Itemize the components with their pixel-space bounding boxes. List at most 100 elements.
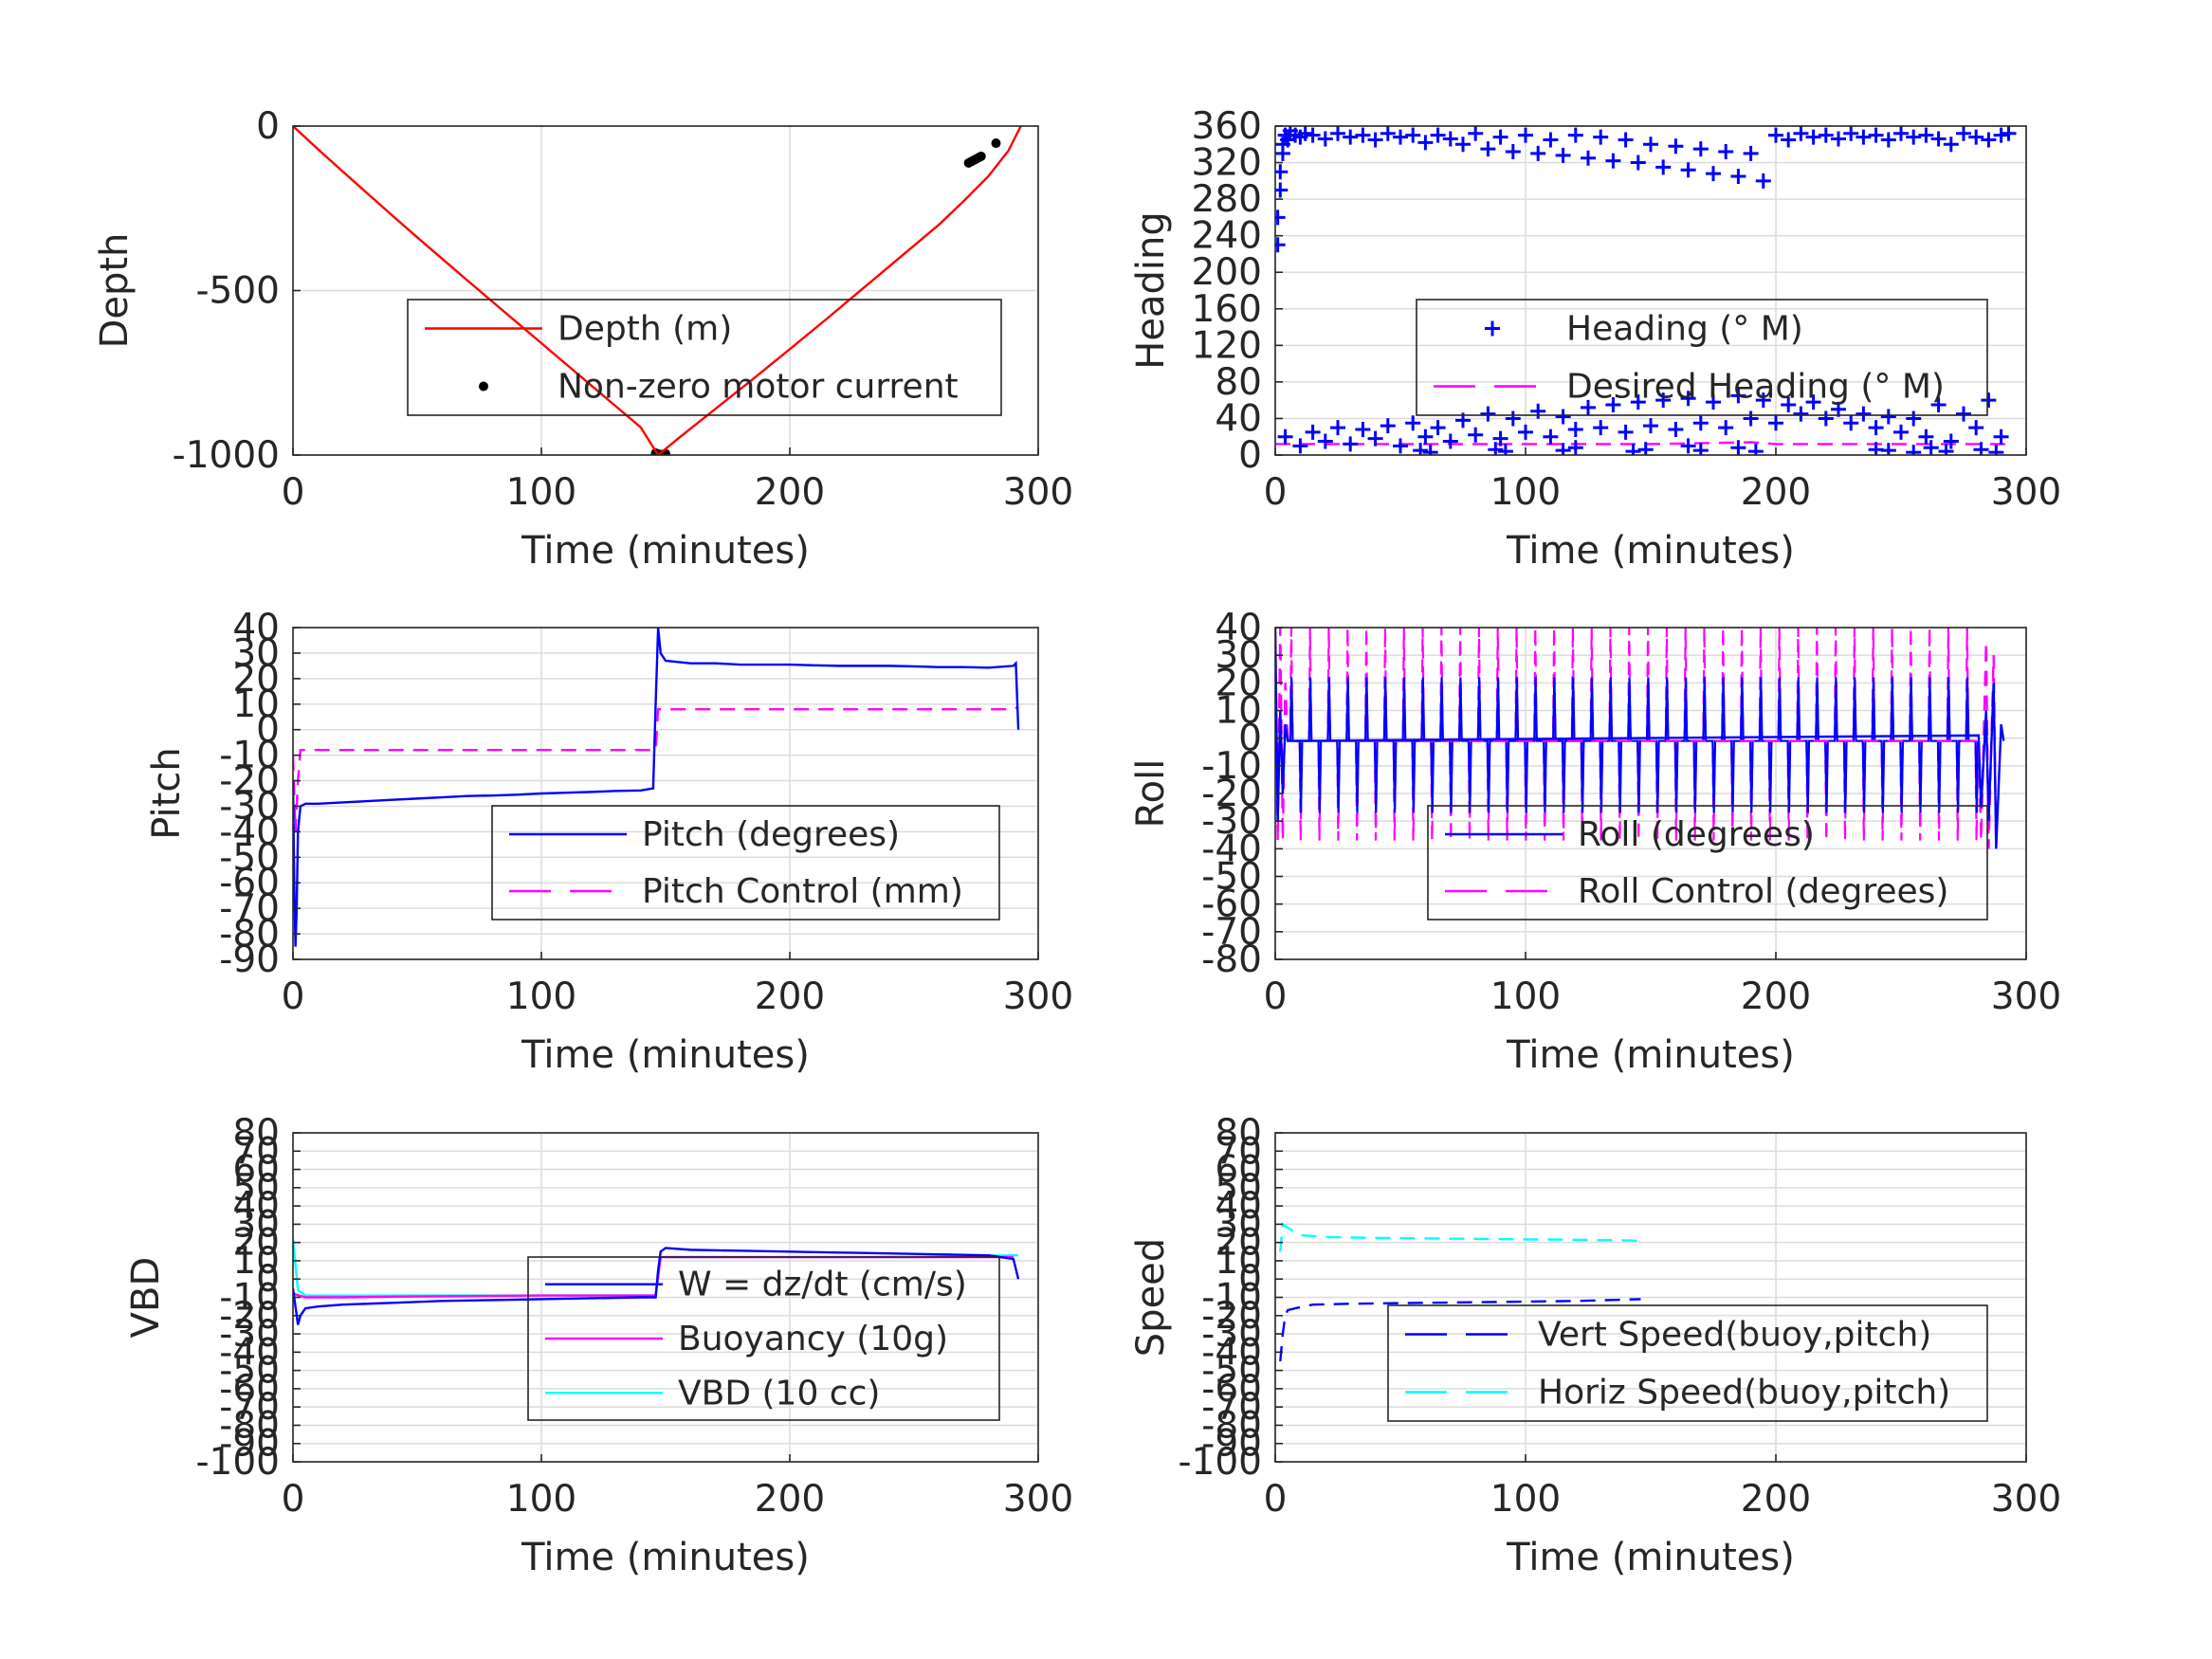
plot-area <box>1275 126 2017 455</box>
y-tick-label: -30 <box>1201 1313 1262 1356</box>
legend-label: Non-zero motor current <box>558 368 959 407</box>
data-point <box>1405 415 1421 431</box>
data-point <box>1355 127 1371 143</box>
data-point <box>1856 406 1872 422</box>
y-tick-label: 30 <box>1215 634 1262 677</box>
legend-label: Buoyancy (10g) <box>678 1320 948 1358</box>
data-point <box>1880 443 1896 455</box>
data-point <box>1743 410 1759 427</box>
legend-label: Heading (° M) <box>1566 310 1803 349</box>
y-tick-label: 20 <box>1215 662 1262 704</box>
y-tick-label: -50 <box>1201 1350 1262 1393</box>
x-axis-label: Time (minutes) <box>1506 529 1795 573</box>
y-tick-label: -100 <box>195 1441 280 1484</box>
y-tick-label: -500 <box>195 270 280 313</box>
data-point <box>1555 409 1571 425</box>
y-tick-label: -60 <box>1201 884 1262 926</box>
y-tick-label: 40 <box>1215 1185 1262 1228</box>
data-point <box>1988 445 2004 455</box>
y-tick-label: 50 <box>232 1167 280 1210</box>
data-point <box>1668 422 1684 438</box>
subplot-roll: 0 100 200 300-80-70-60-50-40-30-20-10010203… <box>1129 607 2061 1077</box>
y-tick-label: 40 <box>1215 397 1262 440</box>
data-point <box>1343 436 1359 452</box>
data-point <box>1755 392 1771 409</box>
data-point <box>1468 126 1484 141</box>
y-tick-label: 0 <box>256 709 280 752</box>
data-point <box>1968 420 1984 436</box>
y-tick-label: 160 <box>1192 288 1262 331</box>
subplot-depth: 0 100 200 300 -1000 -500 0 Time (minutes) Depth D… <box>93 105 1073 573</box>
data-point <box>1480 406 1496 422</box>
data-point <box>1305 127 1321 143</box>
data-point <box>1956 126 1971 141</box>
y-tick-label: 40 <box>232 1185 280 1228</box>
data-point <box>1868 127 1884 143</box>
data-point <box>1468 427 1484 443</box>
legend-label: VBD (10 cc) <box>678 1374 880 1413</box>
data-point <box>1530 145 1546 161</box>
data-point <box>1492 430 1508 447</box>
subplot-speed: 0 100 200 300-100-90-80-70-60-50-40-30-20-1… <box>1129 1112 2061 1579</box>
x-tick-label: 100 <box>506 1478 576 1521</box>
y-axis-label: Pitch <box>145 747 189 839</box>
legend: Depth (m) Non-zero motor current <box>407 299 1002 416</box>
x-tick-label: 0 <box>1264 471 1288 514</box>
roll-series <box>1289 677 1980 813</box>
x-tick-label: 300 <box>1991 471 2061 514</box>
x-tick-label: 100 <box>506 975 576 1018</box>
data-point <box>1405 127 1421 143</box>
axes-background <box>1275 126 2026 455</box>
plot-area <box>1279 1222 1641 1362</box>
y-tick-label: 10 <box>1215 1240 1262 1283</box>
x-tick-label: 0 <box>282 1478 305 1521</box>
x-axis-label: Time (minutes) <box>1506 1033 1795 1077</box>
x-tick-label: 300 <box>1991 1478 2061 1521</box>
y-tick-label: 10 <box>232 684 280 726</box>
data-point <box>1305 424 1321 440</box>
data-point <box>1497 444 1513 455</box>
y-tick-label: 80 <box>1215 1112 1262 1155</box>
data-point <box>1668 138 1684 155</box>
data-point <box>1567 422 1583 438</box>
y-tick-label: -70 <box>219 887 280 930</box>
y-tick-label: -10 <box>1201 745 1262 788</box>
y-tick-label: -80 <box>219 913 280 956</box>
data-point <box>1743 145 1759 161</box>
x-axis-label: Time (minutes) <box>521 1033 810 1077</box>
data-point <box>1618 132 1634 148</box>
y-tick-label: -90 <box>219 939 280 981</box>
y-tick-label: -80 <box>219 1404 280 1447</box>
y-tick-label: 0 <box>1238 718 1262 760</box>
data-point <box>1277 428 1293 445</box>
data-point <box>1330 420 1345 436</box>
data-point <box>1781 132 1797 148</box>
data-point <box>1505 143 1521 159</box>
data-point <box>1530 403 1546 419</box>
y-tick-label: 320 <box>1192 142 1262 185</box>
x-tick-label: 100 <box>1490 1478 1561 1521</box>
y-axis-label: VBD <box>124 1257 168 1339</box>
data-point <box>1906 445 1922 455</box>
series-vert-speed-buoy-pitch- <box>1279 1298 1641 1362</box>
y-tick-label: -60 <box>219 862 280 904</box>
legend-label: W = dz/dt (cm/s) <box>678 1266 967 1304</box>
series-pitch-degrees- <box>293 628 1020 947</box>
y-tick-label: -20 <box>1201 1295 1262 1338</box>
plot-area <box>293 126 1022 455</box>
data-point <box>1680 162 1696 178</box>
data-point <box>1793 406 1809 422</box>
series-depth-m- <box>293 126 1022 455</box>
data-point <box>1367 430 1383 447</box>
data-point <box>1938 444 1954 455</box>
y-tick-label: 30 <box>232 1203 280 1246</box>
data-point <box>1981 392 1997 409</box>
legend: Roll (degrees) Roll Control (degrees) <box>1427 805 1988 921</box>
data-point <box>1480 141 1496 157</box>
data-point <box>1856 129 1872 145</box>
legend-label: Roll (degrees) <box>1578 815 1815 854</box>
data-point <box>1442 131 1458 147</box>
y-tick-label: -50 <box>219 1350 280 1393</box>
data-point <box>1455 137 1471 153</box>
legend-box <box>1416 299 1988 416</box>
